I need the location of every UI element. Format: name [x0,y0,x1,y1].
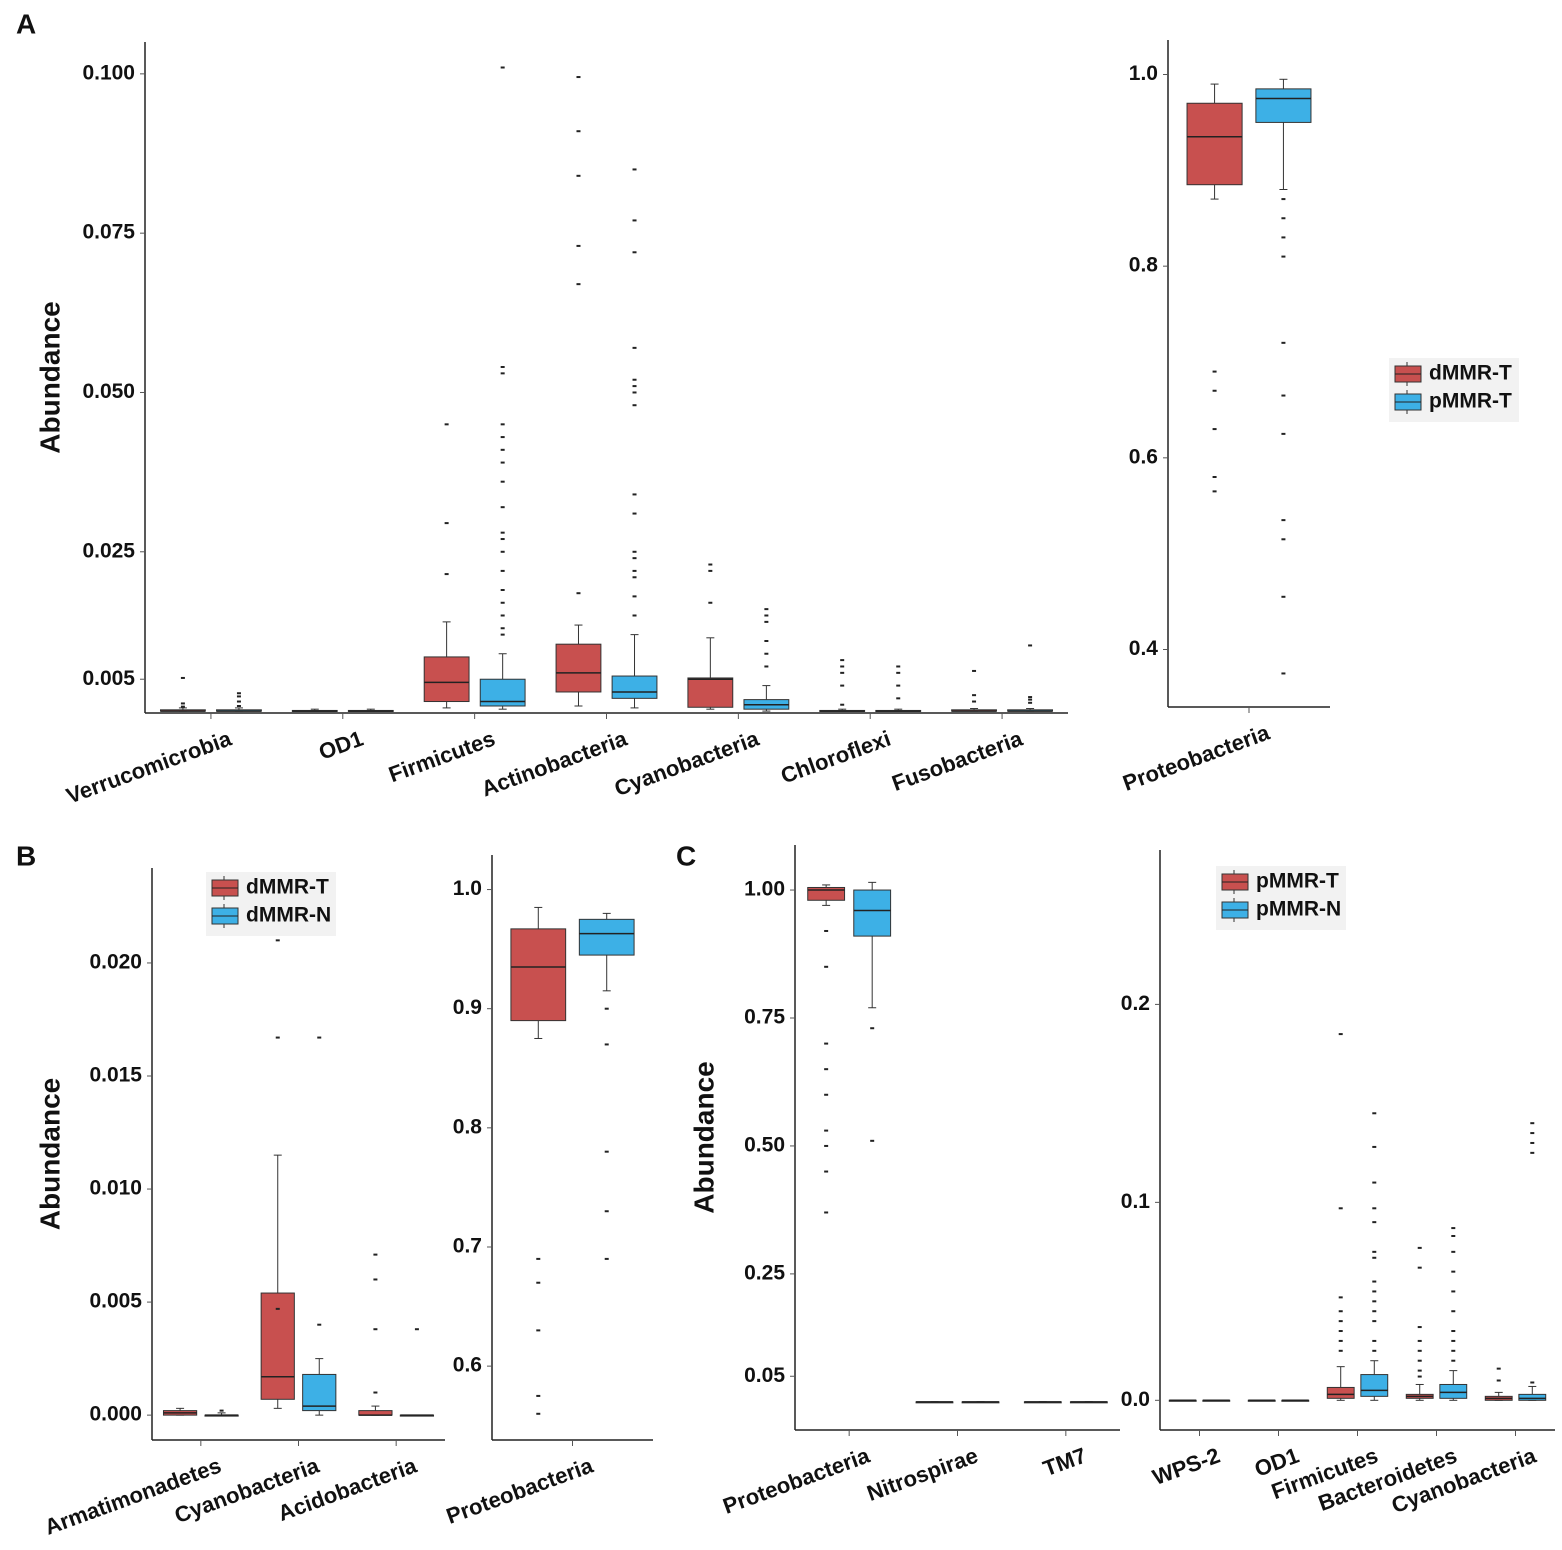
x-tick-label: Proteobacteria [720,1442,874,1518]
y-tick-label: 1.00 [744,878,785,901]
box [555,643,602,693]
legend-label: pMMR-N [1256,898,1341,921]
y-tick-label: 0.025 [82,539,135,562]
x-tick-label: Proteobacteria [443,1452,597,1528]
y-axis-label: Abundance [688,1061,719,1213]
y-tick-label: 0.075 [82,221,135,244]
y-tick-label: 0.000 [89,1403,142,1426]
x-tick-label: Proteobacteria [1119,719,1273,795]
x-tick-label: Nitrospirae [863,1443,981,1506]
y-tick-label: 0.7 [453,1235,482,1258]
box [302,1373,337,1412]
box [1439,1383,1468,1399]
y-tick-label: 0.0 [1121,1388,1150,1411]
y-tick-label: 0.8 [1129,254,1159,277]
y-tick-label: 0.1 [1121,1190,1151,1213]
y-tick-label: 0.4 [1129,637,1159,660]
x-tick-label: Actinobacteria [478,725,631,801]
y-tick-label: 1.0 [1129,62,1158,85]
y-tick-label: 0.9 [453,996,482,1019]
y-axis-label: Abundance [34,1078,65,1230]
box [510,928,567,1022]
x-tick-label: Verrucomicrobia [63,725,235,808]
legend-label: pMMR-T [1429,390,1512,413]
y-tick-label: 0.2 [1121,992,1150,1015]
legend-label: dMMR-T [246,876,329,899]
panel-label: B [16,840,36,871]
box [578,918,635,956]
legend-label: pMMR-T [1256,870,1339,893]
box [1255,88,1312,123]
x-tick-label: OD1 [315,726,366,765]
legend-label: dMMR-N [246,904,331,927]
x-tick-label: WPS-2 [1149,1443,1223,1490]
box [260,1292,295,1400]
panel-label: A [16,8,36,39]
y-tick-label: 1.0 [453,877,482,900]
x-tick-label: Fusobacteria [889,725,1027,796]
box [1518,1393,1547,1401]
y-tick-label: 0.010 [89,1177,142,1200]
y-tick-label: 0.6 [1129,445,1158,468]
y-tick-label: 0.015 [89,1064,142,1087]
legend-label: dMMR-T [1429,362,1512,385]
box [423,656,470,703]
y-tick-label: 0.005 [89,1290,142,1313]
panel-label: C [676,840,696,871]
box [687,677,734,708]
box [1186,102,1243,186]
y-tick-label: 0.25 [744,1261,785,1284]
box [1360,1374,1389,1397]
y-tick-label: 0.50 [744,1133,785,1156]
x-tick-label: TM7 [1040,1443,1090,1482]
x-tick-label: Cyanobacteria [611,725,763,801]
box [853,889,892,937]
box [1326,1386,1355,1399]
y-tick-label: 0.6 [453,1354,482,1377]
y-tick-label: 0.100 [82,61,135,84]
y-tick-label: 0.050 [82,380,135,403]
y-tick-label: 0.020 [89,951,142,974]
y-tick-label: 0.8 [453,1115,483,1138]
box [611,675,658,699]
x-tick-label: Chloroflexi [777,726,894,789]
y-tick-label: 0.005 [82,667,135,690]
y-tick-label: 0.05 [744,1364,785,1387]
y-axis-label: Abundance [34,301,65,453]
y-tick-label: 0.75 [744,1006,785,1029]
